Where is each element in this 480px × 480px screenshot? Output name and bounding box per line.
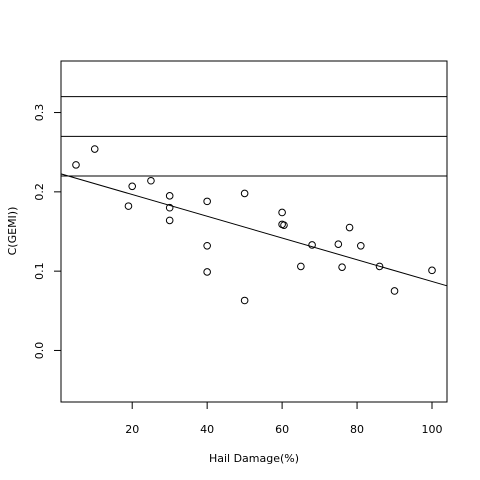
data-point	[72, 161, 80, 169]
data-point	[128, 182, 137, 191]
data-point	[428, 266, 436, 275]
data-point	[278, 208, 286, 217]
x-tick-label: 80	[350, 423, 364, 436]
y-tick-label: 0.3	[33, 104, 46, 122]
data-point	[308, 241, 316, 249]
data-point	[345, 223, 354, 232]
x-tick-label: 100	[422, 423, 443, 436]
data-point	[147, 176, 155, 185]
data-point	[240, 189, 249, 198]
y-axis-label: C(GEMI))	[6, 207, 19, 256]
y-tick-label: 0.2	[33, 183, 46, 201]
y-tick-label: 0.0	[33, 342, 46, 360]
data-point	[203, 241, 211, 250]
x-tick-label: 20	[125, 423, 139, 436]
data-point	[240, 296, 249, 305]
regression-line	[60, 173, 448, 287]
data-points	[72, 145, 436, 305]
data-point	[390, 287, 399, 295]
data-point	[165, 216, 174, 225]
x-tick-label: 40	[200, 423, 214, 436]
data-point	[338, 263, 346, 271]
data-point	[375, 262, 384, 271]
y-axis: 0.0 0.1 0.2 0.3	[33, 104, 62, 360]
data-point	[165, 192, 174, 200]
plot-area-frame	[60, 60, 448, 403]
data-point	[165, 203, 174, 212]
data-point	[124, 202, 133, 210]
x-tick-label: 60	[275, 423, 289, 436]
reference-lines	[61, 96, 447, 177]
y-tick-label: 0.1	[33, 262, 46, 280]
data-point	[297, 262, 305, 271]
x-axis: 20 40 60 80 100	[125, 401, 443, 436]
data-point	[357, 241, 365, 250]
data-point	[280, 221, 288, 229]
data-point	[203, 268, 211, 276]
data-point	[203, 197, 211, 206]
data-point	[90, 145, 99, 153]
data-point	[334, 240, 343, 248]
x-axis-label: Hail Damage(%)	[209, 452, 299, 465]
